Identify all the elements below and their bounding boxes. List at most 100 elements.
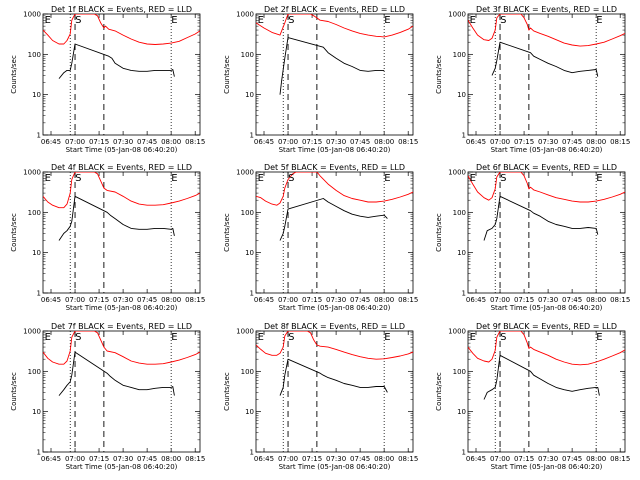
x-tick-label: 07:15: [302, 455, 322, 463]
x-tick-label: 08:15: [185, 138, 205, 146]
chart-title: Det 6f BLACK = Events, RED = LLD: [476, 163, 617, 172]
chart-title: Det 4f BLACK = Events, RED = LLD: [51, 163, 192, 172]
y-tick-label: 1: [250, 132, 254, 140]
y-tick-label: 10: [245, 249, 254, 257]
y-tick-label: 100: [241, 368, 254, 376]
marker-e: E: [470, 332, 476, 343]
x-axis-label: Start Time (05-Jan-08 06:40:20): [66, 146, 178, 154]
y-axis-label: Counts/sec: [435, 372, 443, 411]
plot-frame: [467, 171, 626, 294]
y-tick-label: 1: [250, 449, 254, 457]
chart-panel: Det 7f BLACK = Events, RED = LLD 06:45 07:…: [10, 322, 205, 471]
x-tick-label: 08:15: [398, 138, 418, 146]
chart-panel: Det 8f BLACK = Events, RED = LLD 06:45 07:…: [223, 322, 418, 471]
x-tick-label: 08:00: [161, 296, 181, 304]
y-tick-label: 100: [28, 368, 41, 376]
marker-s: S: [75, 15, 81, 26]
x-tick-label: 07:00: [65, 296, 85, 304]
marker-e: E: [258, 173, 264, 184]
y-tick-label: 10: [32, 249, 41, 257]
lld-series-line: [468, 14, 625, 47]
plot-frame: [255, 171, 414, 294]
x-tick-label: 07:00: [278, 455, 298, 463]
x-tick-label: 07:45: [350, 455, 370, 463]
plot-frame: [42, 171, 201, 294]
x-axis-label: Start Time (05-Jan-08 06:40:20): [491, 463, 603, 471]
x-tick-label: 08:00: [374, 455, 394, 463]
events-series-line: [483, 195, 599, 241]
x-tick-label: 08:00: [586, 138, 606, 146]
x-tick-label: 07:30: [326, 296, 346, 304]
x-tick-label: 07:45: [562, 455, 582, 463]
plot-frame: [42, 13, 201, 136]
y-tick-label: 10: [245, 91, 254, 99]
plot-frame: [255, 13, 414, 136]
y-tick-label: 1000: [236, 328, 254, 336]
x-tick-label: 08:15: [398, 455, 418, 463]
y-tick-label: 1000: [23, 11, 41, 19]
plot-area: [256, 14, 413, 135]
marker-e: E: [45, 332, 51, 343]
marker-e: E: [596, 173, 602, 184]
x-axis-label: Start Time (05-Jan-08 06:40:20): [66, 304, 178, 312]
lld-series-line: [43, 331, 200, 365]
chart-title: Det 8f BLACK = Events, RED = LLD: [264, 322, 405, 331]
chart-title: Det 7f BLACK = Events, RED = LLD: [51, 322, 192, 331]
y-tick-label: 1: [462, 449, 466, 457]
marker-s: S: [288, 15, 294, 26]
marker-s: S: [500, 173, 506, 184]
x-tick-label: 08:00: [161, 138, 181, 146]
y-tick-label: 100: [28, 209, 41, 217]
chart-panel: Det 2f BLACK = Events, RED = LLD 06:45 07:…: [223, 5, 418, 154]
x-tick-label: 08:15: [610, 138, 630, 146]
marker-s: S: [500, 332, 506, 343]
x-tick-label: 07:00: [490, 455, 510, 463]
x-tick-label: 08:15: [185, 296, 205, 304]
marker-e: E: [596, 15, 602, 26]
plot-area: [468, 14, 625, 135]
x-tick-label: 07:00: [65, 455, 85, 463]
y-tick-label: 10: [457, 249, 466, 257]
lld-series-line: [256, 331, 413, 360]
x-tick-label: 06:45: [466, 138, 486, 146]
y-tick-label: 1000: [23, 169, 41, 177]
x-tick-label: 07:00: [65, 138, 85, 146]
x-axis-label: Start Time (05-Jan-08 06:40:20): [491, 146, 603, 154]
x-axis-label: Start Time (05-Jan-08 06:40:20): [279, 146, 391, 154]
x-tick-label: 06:45: [41, 138, 61, 146]
plot-frame: [467, 13, 626, 136]
x-tick-label: 07:15: [302, 138, 322, 146]
marker-s: S: [288, 173, 294, 184]
y-tick-label: 1000: [236, 169, 254, 177]
plot-area: [468, 331, 625, 452]
plot-frame: [255, 330, 414, 453]
events-series-line: [279, 198, 388, 241]
marker-e: E: [45, 173, 51, 184]
x-tick-label: 07:00: [490, 296, 510, 304]
x-tick-label: 07:30: [326, 138, 346, 146]
marker-e: E: [384, 173, 390, 184]
x-tick-label: 07:15: [514, 455, 534, 463]
y-tick-label: 1: [37, 132, 41, 140]
y-tick-label: 10: [457, 408, 466, 416]
chart-panel: Det 6f BLACK = Events, RED = LLD 06:45 07:…: [435, 163, 630, 312]
marker-e: E: [171, 15, 177, 26]
chart-title: Det 5f BLACK = Events, RED = LLD: [264, 163, 405, 172]
x-axis-label: Start Time (05-Jan-08 06:40:20): [279, 463, 391, 471]
events-series-line: [279, 37, 385, 95]
chart-panel: Det 3f BLACK = Events, RED = LLD 06:45 07:…: [435, 5, 630, 154]
marker-s: S: [75, 332, 81, 343]
x-tick-label: 07:30: [113, 455, 133, 463]
plot-frame: [42, 330, 201, 453]
marker-e: E: [596, 332, 602, 343]
x-tick-label: 07:00: [278, 296, 298, 304]
x-tick-label: 07:45: [350, 296, 370, 304]
y-tick-label: 10: [32, 408, 41, 416]
chart-panel: Det 1f BLACK = Events, RED = LLD 06:45 07:…: [10, 5, 205, 154]
marker-e: E: [470, 173, 476, 184]
y-tick-label: 10: [245, 408, 254, 416]
y-tick-label: 100: [453, 368, 466, 376]
y-axis-label: Counts/sec: [10, 55, 18, 94]
events-series-line: [58, 195, 175, 241]
